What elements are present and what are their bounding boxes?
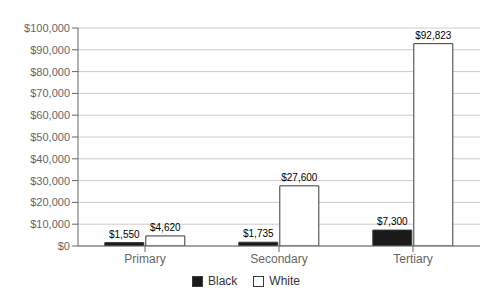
svg-text:$20,000: $20,000 (30, 196, 70, 208)
svg-text:Secondary: Secondary (250, 252, 307, 266)
svg-text:$50,000: $50,000 (30, 131, 70, 143)
svg-text:$70,000: $70,000 (30, 87, 70, 99)
svg-text:Primary: Primary (124, 252, 165, 266)
svg-text:$80,000: $80,000 (30, 66, 70, 78)
svg-text:$1,735: $1,735 (243, 228, 274, 239)
svg-text:$7,300: $7,300 (377, 216, 408, 227)
svg-text:$10,000: $10,000 (30, 218, 70, 230)
svg-text:$40,000: $40,000 (30, 153, 70, 165)
html-text:Black: Black (208, 274, 238, 288)
html-text:White: White (269, 274, 300, 288)
svg-text:$90,000: $90,000 (30, 44, 70, 56)
svg-text:$60,000: $60,000 (30, 109, 70, 121)
svg-text:Tertiary: Tertiary (393, 252, 432, 266)
svg-text:$92,823: $92,823 (415, 30, 452, 41)
svg-text:$4,620: $4,620 (150, 222, 181, 233)
svg-text:$27,600: $27,600 (281, 172, 318, 183)
svg-text:$0: $0 (58, 240, 70, 252)
svg-text:$100,000: $100,000 (24, 22, 70, 34)
svg-text:$30,000: $30,000 (30, 175, 70, 187)
svg-text:$1,550: $1,550 (109, 229, 140, 240)
